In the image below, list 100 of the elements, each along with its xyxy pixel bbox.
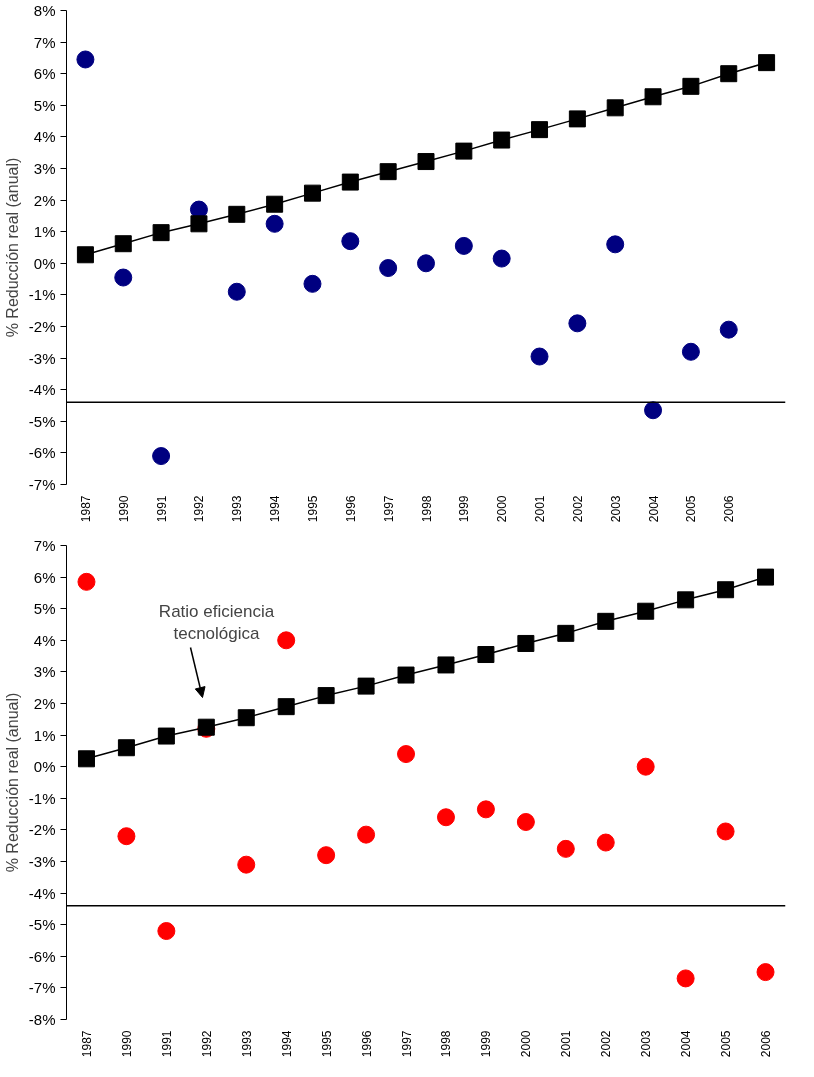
- y-tick-label: -1%: [28, 789, 56, 807]
- x-tick-label: 1994: [279, 1030, 294, 1058]
- x-tick-label: 2002: [570, 495, 585, 523]
- point: [493, 131, 511, 149]
- y-tick-label: 7%: [33, 33, 56, 51]
- x-tick-label: 2002: [599, 1030, 614, 1058]
- y-axis-title: % Reducción real (anual): [3, 157, 21, 338]
- x-tick-label: 1997: [399, 1030, 414, 1058]
- point: [556, 839, 575, 858]
- y-tick-label: -5%: [28, 412, 56, 430]
- x-tick-label: 1999: [479, 1030, 494, 1058]
- point: [455, 142, 473, 160]
- x-tick-label: 1990: [119, 1030, 134, 1058]
- point: [757, 568, 775, 586]
- y-tick-label: -5%: [28, 916, 56, 934]
- x-tick-label: 1999: [457, 495, 472, 523]
- point: [277, 631, 296, 650]
- point: [397, 666, 415, 684]
- point: [341, 232, 360, 251]
- point: [357, 677, 375, 695]
- y-tick-label: 2%: [33, 695, 56, 712]
- point: [644, 401, 663, 420]
- point: [114, 235, 132, 253]
- y-tick-label: -2%: [28, 318, 56, 335]
- x-tick-label: 2000: [495, 495, 510, 523]
- y-tick-label: 4%: [33, 128, 56, 146]
- point: [317, 846, 336, 865]
- x-tick-label: 1992: [199, 1030, 214, 1058]
- y-tick-label: -4%: [28, 884, 56, 902]
- x-tick-label: 1998: [419, 495, 434, 523]
- x-tick-label: 1992: [192, 495, 207, 523]
- point: [152, 224, 170, 242]
- y-tick-label: 6%: [33, 568, 56, 586]
- point: [596, 833, 615, 852]
- point: [531, 121, 549, 139]
- y-tick-label: -2%: [28, 821, 56, 839]
- point: [76, 246, 94, 264]
- y-tick-label: 5%: [33, 96, 56, 114]
- point: [492, 249, 511, 268]
- point: [637, 602, 655, 620]
- point: [437, 656, 455, 674]
- x-tick-label: 1990: [116, 495, 131, 523]
- point: [303, 184, 321, 202]
- point: [357, 825, 376, 844]
- point: [341, 173, 359, 191]
- point: [756, 963, 775, 982]
- point: [152, 447, 171, 466]
- x-tick-label: 1996: [343, 495, 358, 523]
- y-tick-label: -8%: [28, 1011, 56, 1028]
- point: [476, 800, 495, 819]
- point: [568, 110, 586, 128]
- point: [379, 163, 397, 181]
- y-tick-label: -4%: [28, 381, 56, 399]
- point: [77, 572, 96, 591]
- point: [266, 195, 284, 213]
- point: [379, 259, 398, 278]
- point: [397, 745, 416, 764]
- point: [277, 698, 295, 716]
- y-tick-label: -6%: [28, 947, 56, 965]
- x-tick-label: 1995: [305, 495, 320, 523]
- point: [76, 50, 95, 69]
- point: [303, 274, 322, 293]
- point: [720, 65, 738, 83]
- y-tick-label: -3%: [28, 853, 56, 870]
- y-axis-title: % Reducción real (anual): [3, 692, 21, 873]
- point: [454, 236, 473, 255]
- y-tick-label: 0%: [33, 758, 56, 776]
- x-tick-label: 1998: [439, 1030, 454, 1058]
- point: [265, 214, 284, 233]
- y-tick-label: 6%: [33, 65, 56, 83]
- x-tick-label: 1994: [268, 495, 283, 523]
- x-tick-label: 1995: [319, 1030, 334, 1058]
- point: [228, 205, 246, 223]
- point: [417, 153, 435, 171]
- x-tick-label: 2005: [684, 495, 699, 523]
- y-tick-label: 2%: [33, 191, 56, 209]
- x-tick-label: 2001: [533, 495, 548, 523]
- point: [117, 827, 136, 846]
- x-tick-label: 1987: [78, 495, 93, 523]
- point: [530, 347, 549, 366]
- point: [417, 254, 435, 273]
- point: [436, 808, 455, 827]
- y-tick-label: 5%: [33, 600, 56, 618]
- point: [636, 757, 655, 776]
- y-tick-label: -6%: [28, 444, 56, 462]
- point: [681, 342, 700, 361]
- y-tick-label: -1%: [28, 286, 56, 304]
- x-tick-label: 2004: [646, 495, 661, 523]
- y-tick-label: -3%: [28, 349, 56, 367]
- point: [758, 54, 776, 72]
- point: [117, 739, 135, 757]
- point: [516, 813, 535, 831]
- annotation: Ratio eficiencia tecnológica: [158, 601, 275, 644]
- point: [237, 855, 256, 874]
- point: [716, 822, 735, 841]
- x-tick-label: 2000: [519, 1030, 534, 1058]
- point: [557, 624, 575, 642]
- x-tick-label: 1987: [79, 1030, 94, 1058]
- point: [644, 88, 662, 106]
- y-tick-label: 8%: [33, 2, 56, 19]
